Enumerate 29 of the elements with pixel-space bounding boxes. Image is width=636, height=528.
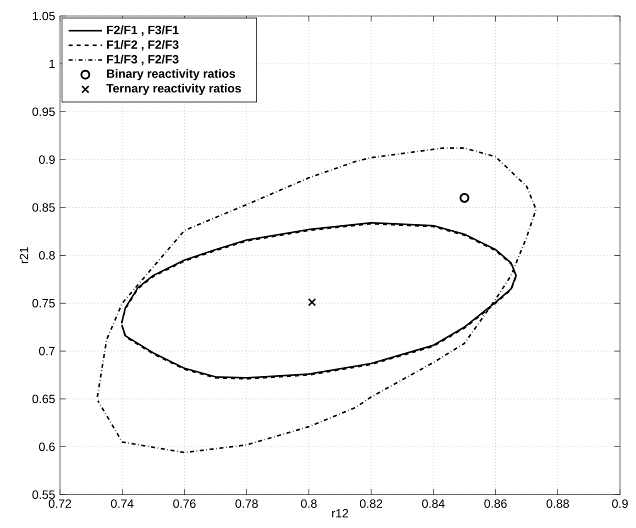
y-tick-label: 0.9 bbox=[39, 155, 55, 164]
x-tick-label: 0.88 bbox=[546, 499, 569, 508]
y-tick-label: 1.05 bbox=[32, 12, 55, 20]
y-tick-label: 0.8 bbox=[39, 251, 55, 260]
x-axis-title: r12 bbox=[332, 509, 348, 518]
x-tick-label: 0.82 bbox=[360, 499, 382, 508]
x-tick-label: 0.9 bbox=[612, 499, 628, 508]
legend-label: Ternary reactivity ratios bbox=[106, 84, 241, 95]
y-tick-label: 0.65 bbox=[32, 394, 55, 404]
legend-label: F1/F2 , F2/F3 bbox=[107, 40, 179, 51]
y-tick-label: 0.6 bbox=[39, 442, 55, 452]
x-tick-label: 0.76 bbox=[173, 499, 196, 508]
y-tick-label: 1 bbox=[50, 60, 55, 68]
x-tick-label: 0.78 bbox=[235, 499, 258, 508]
y-tick-label: 0.95 bbox=[32, 107, 55, 116]
legend-label: F1/F3 , F2/F3 bbox=[107, 54, 179, 66]
x-tick-label: 0.74 bbox=[111, 499, 134, 508]
x-tick-label: 0.72 bbox=[48, 499, 72, 508]
y-tick-label: 0.55 bbox=[32, 490, 55, 499]
x-tick-label: 0.8 bbox=[301, 499, 317, 508]
y-axis-title: r21 bbox=[20, 247, 28, 264]
y-tick-label: 0.85 bbox=[32, 203, 55, 212]
x-tick-label: 0.86 bbox=[484, 499, 507, 508]
line-series bbox=[96, 147, 537, 454]
legend-label: Binary reactivity ratios bbox=[107, 69, 236, 80]
y-tick-label: 0.75 bbox=[32, 298, 55, 308]
x-tick-label: 0.84 bbox=[422, 499, 445, 508]
legend-label: F2/F1 , F3/F1 bbox=[107, 25, 179, 36]
y-tick-label: 0.7 bbox=[39, 346, 55, 356]
